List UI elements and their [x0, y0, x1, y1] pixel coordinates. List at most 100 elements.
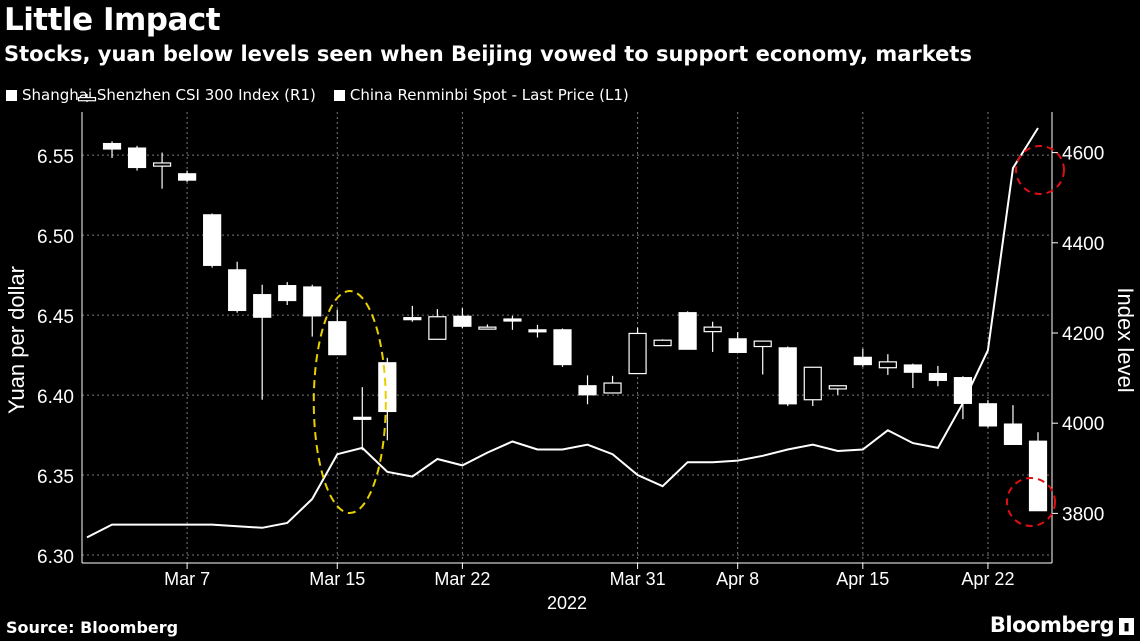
candle-body	[328, 321, 347, 356]
candlestick	[353, 387, 372, 451]
candlestick	[678, 311, 697, 350]
candlestick	[978, 400, 998, 428]
left-tick-label: 6.55	[37, 147, 74, 168]
candlestick	[953, 376, 973, 420]
candlestick	[878, 354, 897, 375]
candle-body	[928, 372, 947, 381]
candlestick	[378, 357, 397, 441]
candle-body	[378, 362, 397, 413]
x-tick-label: Mar 22	[434, 569, 490, 589]
legend-item-renminbi: China Renminbi Spot - Last Price (L1)	[333, 86, 629, 104]
candles-csi300	[77, 93, 1048, 512]
candle-body	[453, 315, 472, 327]
chart-title: Little Impact	[4, 2, 221, 38]
candle-body	[253, 294, 272, 318]
candlestick	[753, 340, 772, 375]
candlestick	[203, 213, 222, 268]
series-line-renminbi	[86, 127, 1039, 539]
candle-body	[1028, 440, 1048, 512]
terminal-icon: ▮	[1119, 618, 1134, 635]
highlight-circle-top	[1015, 145, 1065, 195]
candlestick	[328, 309, 347, 356]
candlestick	[127, 145, 147, 171]
candle-body	[578, 385, 597, 396]
candle-body	[678, 312, 697, 350]
candlestick	[1003, 405, 1023, 445]
candlestick	[152, 152, 172, 189]
candle-body	[1003, 423, 1023, 445]
annotations	[312, 145, 1065, 527]
candlestick	[928, 365, 947, 387]
candlestick	[428, 309, 447, 340]
candle-body	[403, 317, 422, 321]
x-tick-label: Apr 15	[836, 569, 889, 589]
candle-body	[703, 326, 722, 333]
legend-swatch-csi300	[6, 89, 17, 101]
candle-body	[428, 316, 447, 340]
candlestick	[603, 375, 622, 394]
candle-body	[528, 329, 547, 333]
candle-body	[728, 338, 747, 353]
candlestick	[728, 332, 747, 353]
source-note: Source: Bloomberg	[6, 618, 179, 637]
legend-swatch-renminbi	[333, 89, 345, 101]
legend-label-renminbi: China Renminbi Spot - Last Price (L1)	[349, 86, 629, 104]
brand-logo: Bloomberg	[989, 613, 1115, 637]
right-tick-label: 3800	[1062, 504, 1104, 525]
axes	[81, 112, 1058, 569]
candle-body	[828, 385, 847, 390]
x-axis-label: 2022	[547, 593, 587, 613]
left-axis-label: Yuan per dollar	[4, 266, 29, 414]
candlestick	[553, 328, 572, 367]
right-tick-label: 4200	[1062, 324, 1104, 345]
candlestick	[478, 324, 497, 330]
candlestick	[403, 305, 422, 322]
candlestick	[528, 324, 547, 338]
candlestick	[178, 170, 197, 182]
candlestick	[253, 284, 272, 400]
right-axis-label: Index level	[1113, 287, 1138, 392]
candle-body	[303, 286, 322, 317]
candlestick	[703, 321, 722, 352]
candle-body	[353, 416, 372, 420]
left-tick-label: 6.30	[37, 547, 74, 568]
candlestick	[1028, 432, 1048, 512]
x-tick-label: Apr 22	[961, 569, 1014, 589]
candlestick	[853, 348, 872, 367]
candle-body	[903, 364, 922, 373]
candle-body	[628, 332, 647, 375]
x-tick-label: Mar 7	[164, 569, 210, 589]
right-tick-label: 4400	[1062, 234, 1104, 255]
candle-body	[778, 347, 797, 405]
candlestick	[503, 315, 522, 330]
candle-body	[478, 326, 497, 330]
left-tick-label: 6.45	[37, 307, 74, 328]
x-tick-label: Mar 15	[309, 569, 365, 589]
candlestick	[228, 261, 247, 313]
candle-body	[203, 214, 222, 266]
candle-body	[77, 96, 97, 102]
left-tick-label: 6.35	[37, 467, 74, 488]
candle-body	[753, 340, 772, 348]
legend: Shanghai Shenzhen CSI 300 Index (R1) Chi…	[6, 86, 629, 104]
candle-body	[878, 361, 897, 369]
candle-body	[503, 318, 522, 322]
candlestick	[803, 366, 822, 407]
left-tick-label: 6.50	[37, 227, 74, 248]
candlestick	[628, 327, 647, 375]
candlestick	[278, 282, 297, 306]
candle-body	[178, 173, 197, 181]
candle-body	[152, 162, 172, 167]
candlestick	[453, 308, 472, 329]
candle-body	[853, 356, 872, 366]
candlestick	[77, 93, 97, 103]
highlight-ellipse	[312, 290, 387, 514]
candle-body	[803, 366, 822, 401]
highlight-circle-bottom	[1006, 477, 1056, 527]
left-tick-label: 6.40	[37, 387, 74, 408]
candle-body	[102, 142, 122, 150]
candlestick	[653, 339, 672, 347]
candlestick	[578, 375, 597, 405]
candlestick	[903, 363, 922, 389]
